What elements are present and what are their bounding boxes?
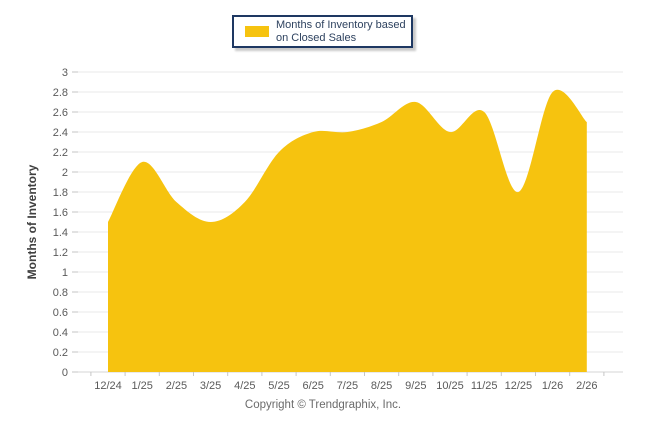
y-tick-label: 2.2 [53,147,68,159]
x-tick-label: 10/25 [436,380,464,392]
y-tick-label: 1.2 [53,247,68,259]
y-tick-label: 2 [62,167,68,179]
x-tick-label: 2/25 [166,380,187,392]
x-tick-label: 6/25 [302,380,323,392]
x-tick-label: 8/25 [371,380,392,392]
y-tick-label: 2.4 [53,127,68,139]
x-tick-label: 9/25 [405,380,426,392]
y-tick-label: 1.4 [53,227,68,239]
y-tick-label: 0.4 [53,327,68,339]
x-tick-label: 3/25 [200,380,221,392]
y-tick-label: 0.6 [53,307,68,319]
y-tick-label: 1 [62,267,68,279]
y-tick-label: 2.8 [53,87,68,99]
x-tick-label: 12/25 [505,380,533,392]
x-tick-label: 5/25 [268,380,289,392]
y-tick-label: 0.8 [53,287,68,299]
y-tick-label: 2.6 [53,107,68,119]
y-tick-label: 0 [62,367,68,379]
x-tick-label: 4/25 [234,380,255,392]
y-axis-title: Months of Inventory [25,164,39,280]
legend: Months of Inventory based on Closed Sale… [232,15,413,48]
y-tick-label: 3 [62,67,68,79]
y-tick-label: 1.8 [53,187,68,199]
x-tick-label: 1/25 [131,380,152,392]
x-tick-label: 2/26 [576,380,597,392]
x-tick-label: 11/25 [471,380,498,392]
legend-label: Months of Inventory based on Closed Sale… [276,19,406,45]
x-tick-label: 12/24 [94,380,122,392]
legend-swatch-icon [245,26,269,37]
legend-label-line1: Months of Inventory based [276,18,406,31]
x-tick-label: 7/25 [337,380,358,392]
legend-label-line2: on Closed Sales [276,31,357,44]
copyright-text: Copyright © Trendgraphix, Inc. [244,399,402,411]
y-tick-label: 1.6 [53,207,68,219]
y-tick-label: 0.2 [53,347,68,359]
x-tick-label: 1/26 [542,380,563,392]
area-series-months-of-inventory [108,89,587,373]
